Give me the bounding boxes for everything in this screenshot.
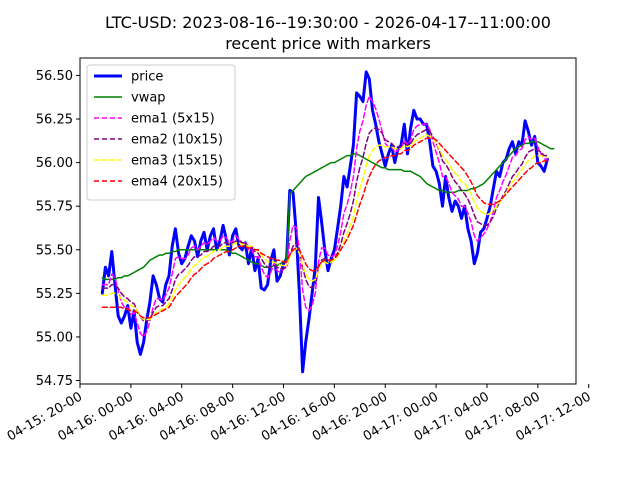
series-line-price [100, 70, 549, 374]
y-tick-label: 56.00 [36, 156, 73, 171]
legend-label: ema4 (20x15) [131, 175, 223, 190]
series-line-vwap [101, 140, 555, 281]
plot-frame [79, 57, 577, 385]
y-tick-label: 56.25 [36, 113, 73, 128]
y-tick-label: 54.75 [36, 374, 73, 389]
series-layer [100, 70, 555, 374]
legend-label: price [131, 70, 163, 85]
legend-label: vwap [131, 91, 166, 106]
series-line-ema4 [101, 137, 549, 319]
y-tick-label: 55.50 [36, 243, 73, 258]
y-tick-label: 55.25 [36, 287, 73, 302]
y-tick-label: 55.00 [36, 330, 73, 345]
legend-label: ema3 (15x15) [131, 154, 223, 169]
y-tick-label: 55.75 [36, 200, 73, 215]
y-tick-label: 56.50 [36, 69, 73, 84]
y-axis: 54.75 55.00 55.25 55.50 55.75 56.00 56.25 56.50 [36, 69, 80, 389]
chart-title: LTC-USD: 2023-08-16--19:30:00 - 2026-04-… [105, 13, 551, 32]
legend-label: ema2 (10x15) [131, 133, 223, 148]
legend-label: ema1 (5x15) [131, 112, 215, 127]
series-line-ema3 [101, 133, 549, 321]
series-line-ema1 [101, 95, 549, 338]
legend-box [86, 64, 236, 201]
legend: price vwap ema1 (5x15) ema2 (10x15) ema3 (15… [86, 64, 236, 201]
chart-subtitle: recent price with markers [225, 34, 431, 53]
series-line-ema2 [101, 126, 549, 322]
